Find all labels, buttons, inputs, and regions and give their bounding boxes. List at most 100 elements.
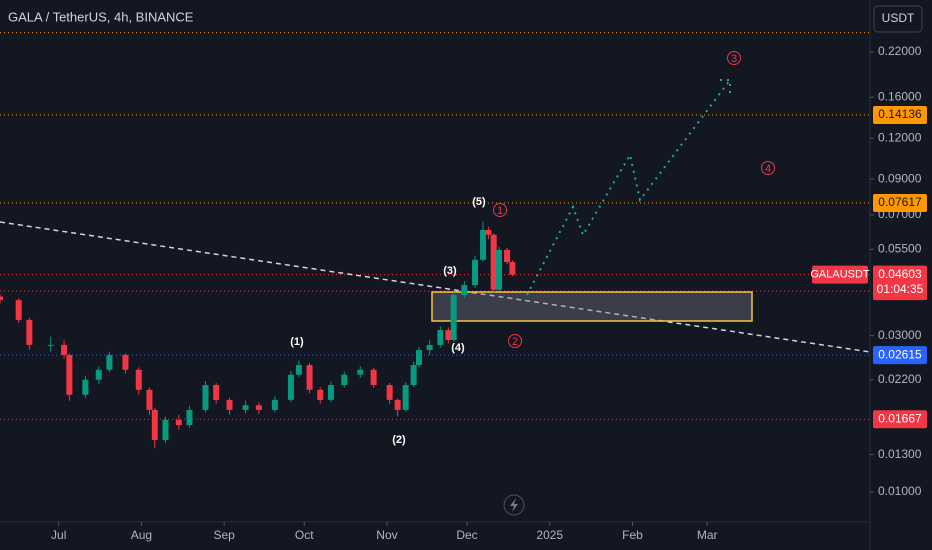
candle-body	[242, 405, 249, 410]
candle-body	[202, 385, 209, 410]
price-badge-label: 0.01667	[878, 411, 922, 425]
candle-body	[445, 330, 452, 340]
circle-marker	[493, 203, 507, 217]
y-tick-label: 0.09000	[878, 171, 922, 185]
trend-line	[0, 221, 871, 353]
last-price-badge	[873, 265, 927, 300]
circle-marker	[761, 161, 775, 175]
candle-body	[66, 354, 73, 395]
candle-body	[496, 249, 503, 290]
countdown: 01:04:35	[877, 282, 924, 296]
candle-body	[47, 344, 54, 346]
chart-title: GALA / TetherUS, 4h, BINANCE	[8, 9, 194, 24]
candle-body	[146, 389, 153, 410]
price-badge-label: 0.07617	[878, 195, 922, 209]
candle-body	[394, 399, 401, 410]
candle-body	[370, 369, 377, 386]
candle-body	[82, 379, 89, 395]
price-badge	[873, 193, 927, 212]
circle-label: 3	[731, 53, 737, 65]
circle-label: 4	[765, 163, 771, 175]
wave-label: (5)	[472, 196, 486, 208]
candle-body	[226, 399, 233, 410]
wave-label: (3)	[443, 265, 457, 277]
lightning-icon	[510, 498, 518, 512]
candle-body	[410, 365, 417, 386]
x-tick-label: Aug	[131, 528, 152, 542]
y-tick-label: 0.22000	[878, 44, 922, 58]
x-tick-label: Sep	[213, 528, 235, 542]
candle-body	[386, 385, 393, 400]
symbol-tag: GALAUSDT	[810, 269, 870, 281]
candle-body	[135, 369, 142, 390]
candle-body	[0, 296, 3, 301]
candle-body	[450, 295, 457, 340]
y-tick-label: 0.02200	[878, 372, 922, 386]
currency-button-label: USDT	[882, 11, 915, 25]
price-badge	[873, 410, 927, 429]
candle-body	[26, 319, 33, 345]
candle-body	[175, 419, 182, 426]
last-price-label: 0.04603	[878, 267, 922, 281]
candle-body	[162, 419, 169, 441]
candle-body	[402, 385, 409, 410]
candle-body	[317, 389, 324, 400]
price-badge-label: 0.02615	[878, 347, 922, 361]
candle-body	[426, 344, 433, 351]
candle-body	[437, 330, 444, 345]
x-tick-label: Dec	[456, 528, 477, 542]
candle-body	[106, 354, 113, 370]
x-tick-label: 2025	[536, 528, 563, 542]
circle-label: 2	[512, 336, 518, 348]
circle-label: 1	[497, 205, 503, 217]
candle-body	[472, 259, 479, 286]
currency-button[interactable]	[873, 5, 923, 33]
candle-body	[341, 374, 348, 386]
zone-box	[431, 291, 753, 322]
candle-body	[95, 369, 102, 380]
price-badge	[873, 105, 927, 124]
candle-body	[490, 234, 497, 290]
x-tick-label: Jul	[51, 528, 66, 542]
candle-body	[255, 405, 262, 410]
candle-body	[415, 350, 422, 366]
y-tick-label: 0.12000	[878, 130, 922, 144]
candle-body	[287, 374, 294, 400]
candle-body	[151, 409, 158, 441]
circle-marker	[727, 51, 741, 65]
candle-body	[15, 300, 22, 320]
candle-body	[461, 285, 468, 296]
projection-path	[526, 79, 731, 296]
candle-body	[509, 262, 516, 275]
x-tick-label: Nov	[376, 528, 397, 542]
candle-body	[306, 365, 313, 390]
candle-body	[295, 365, 302, 375]
candle-body	[357, 369, 364, 375]
projection-arrow	[720, 79, 731, 97]
y-tick-label: 0.01300	[878, 447, 922, 461]
wave-label: (4)	[451, 342, 465, 354]
candle-body	[186, 409, 193, 426]
levels	[0, 32, 870, 420]
x-tick-label: Oct	[295, 528, 314, 542]
x-tick-label: Mar	[697, 528, 718, 542]
candle-body	[327, 385, 334, 400]
y-tick-label: 0.16000	[878, 90, 922, 104]
axes: 0.220000.160000.120000.090000.070000.055…	[51, 44, 927, 542]
candle-body	[213, 385, 220, 400]
y-tick-label: 0.05500	[878, 242, 922, 256]
candle-body	[504, 249, 511, 263]
wave-label: (2)	[392, 434, 406, 446]
price-badge-label: 0.14136	[878, 107, 922, 121]
price-badge	[873, 346, 927, 365]
candle-body	[271, 399, 278, 410]
x-tick-label: Feb	[622, 528, 643, 542]
candle-body	[122, 354, 129, 370]
y-tick-label: 0.03000	[878, 328, 922, 342]
circle-marker	[508, 334, 522, 348]
candle-body	[480, 230, 487, 260]
candle-body	[61, 344, 68, 355]
wave-label: (1)	[290, 336, 304, 348]
y-tick-label: 0.01000	[878, 484, 922, 498]
